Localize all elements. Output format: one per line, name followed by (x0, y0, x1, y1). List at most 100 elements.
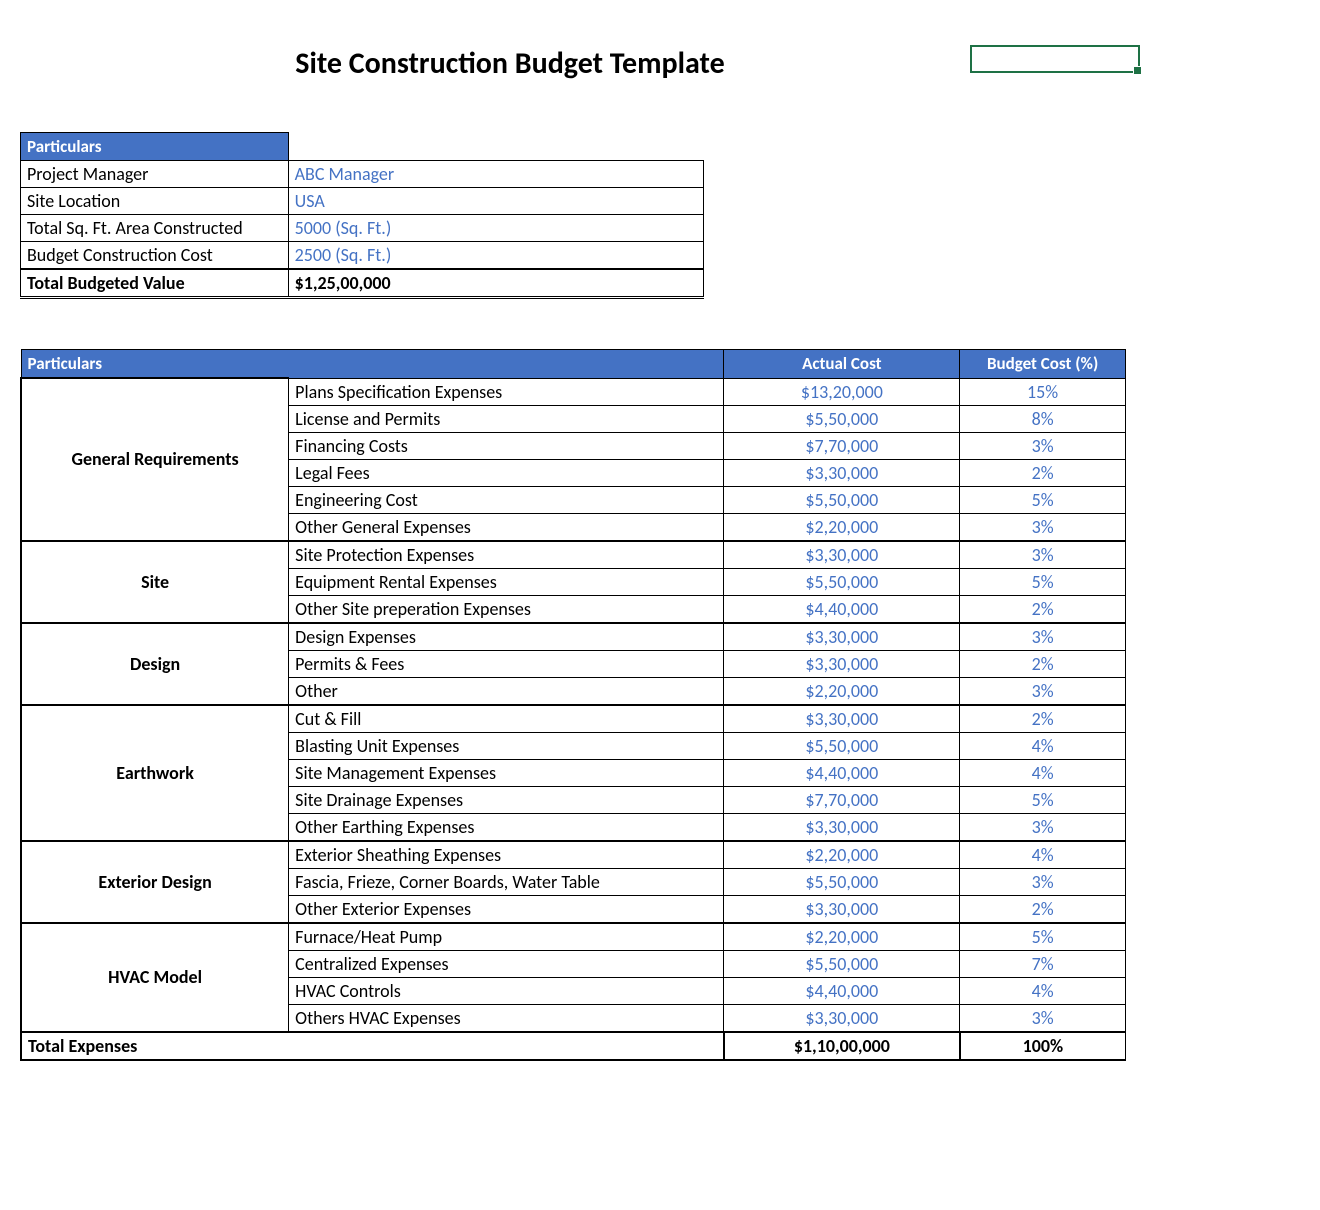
total-expenses-pct[interactable]: 100% (960, 1032, 1126, 1060)
item-cost[interactable]: $3,30,000 (724, 1004, 960, 1032)
item-cost[interactable]: $2,20,000 (724, 677, 960, 705)
item-pct[interactable]: 2% (960, 895, 1126, 923)
item-cost[interactable]: $7,70,000 (724, 786, 960, 813)
item-pct[interactable]: 5% (960, 923, 1126, 951)
info-value[interactable]: 2500 (Sq. Ft.) (288, 242, 703, 270)
budget-header-cost[interactable]: Actual Cost (724, 350, 960, 379)
item-cost[interactable]: $5,50,000 (724, 868, 960, 895)
info-value[interactable]: 5000 (Sq. Ft.) (288, 215, 703, 242)
total-expenses-label[interactable]: Total Expenses (21, 1032, 724, 1060)
item-cost[interactable]: $4,40,000 (724, 977, 960, 1004)
info-value[interactable]: USA (288, 188, 703, 215)
item-pct[interactable]: 3% (960, 513, 1126, 541)
item-name[interactable]: Legal Fees (289, 459, 724, 486)
category-cell[interactable]: General Requirements (21, 378, 289, 541)
item-cost[interactable]: $13,20,000 (724, 378, 960, 405)
item-name[interactable]: Other General Expenses (289, 513, 724, 541)
item-name[interactable]: Equipment Rental Expenses (289, 568, 724, 595)
item-pct[interactable]: 2% (960, 705, 1126, 733)
item-name[interactable]: Other Earthing Expenses (289, 813, 724, 841)
item-name[interactable]: Furnace/Heat Pump (289, 923, 724, 951)
item-name[interactable]: Design Expenses (289, 623, 724, 651)
item-pct[interactable]: 4% (960, 759, 1126, 786)
category-cell[interactable]: Site (21, 541, 289, 623)
item-name[interactable]: HVAC Controls (289, 977, 724, 1004)
item-name[interactable]: Other Exterior Expenses (289, 895, 724, 923)
category-cell[interactable]: Exterior Design (21, 841, 289, 923)
item-name[interactable]: Other (289, 677, 724, 705)
item-cost[interactable]: $3,30,000 (724, 813, 960, 841)
item-cost[interactable]: $4,40,000 (724, 595, 960, 623)
particulars-header[interactable]: Particulars (21, 133, 289, 161)
total-budgeted-value[interactable]: $1,25,00,000 (288, 269, 703, 298)
item-cost[interactable]: $5,50,000 (724, 568, 960, 595)
item-pct[interactable]: 4% (960, 977, 1126, 1004)
item-pct[interactable]: 3% (960, 432, 1126, 459)
item-cost[interactable]: $2,20,000 (724, 923, 960, 951)
category-cell[interactable]: Earthwork (21, 705, 289, 841)
item-cost[interactable]: $2,20,000 (724, 841, 960, 869)
item-cost[interactable]: $2,20,000 (724, 513, 960, 541)
item-cost[interactable]: $5,50,000 (724, 950, 960, 977)
item-pct[interactable]: 3% (960, 1004, 1126, 1032)
info-value[interactable]: ABC Manager (288, 161, 703, 188)
page-title: Site Construction Budget Template (20, 45, 1000, 82)
item-pct[interactable]: 7% (960, 950, 1126, 977)
item-pct[interactable]: 2% (960, 650, 1126, 677)
item-pct[interactable]: 8% (960, 405, 1126, 432)
item-name[interactable]: Cut & Fill (289, 705, 724, 733)
info-label[interactable]: Total Sq. Ft. Area Constructed (21, 215, 289, 242)
item-name[interactable]: Others HVAC Expenses (289, 1004, 724, 1032)
item-cost[interactable]: $7,70,000 (724, 432, 960, 459)
info-label[interactable]: Project Manager (21, 161, 289, 188)
item-cost[interactable]: $3,30,000 (724, 895, 960, 923)
item-cost[interactable]: $4,40,000 (724, 759, 960, 786)
item-pct[interactable]: 3% (960, 813, 1126, 841)
total-expenses-cost[interactable]: $1,10,00,000 (724, 1032, 960, 1060)
item-cost[interactable]: $5,50,000 (724, 732, 960, 759)
item-pct[interactable]: 5% (960, 786, 1126, 813)
item-name[interactable]: Centralized Expenses (289, 950, 724, 977)
item-cost[interactable]: $3,30,000 (724, 623, 960, 651)
item-pct[interactable]: 5% (960, 568, 1126, 595)
item-pct[interactable]: 15% (960, 378, 1126, 405)
item-pct[interactable]: 4% (960, 841, 1126, 869)
particulars-table: Particulars Project ManagerABC ManagerSi… (20, 132, 704, 299)
item-name[interactable]: Financing Costs (289, 432, 724, 459)
item-cost[interactable]: $5,50,000 (724, 405, 960, 432)
item-name[interactable]: Plans Specification Expenses (289, 378, 724, 405)
info-label[interactable]: Budget Construction Cost (21, 242, 289, 270)
budget-table: Particulars Actual Cost Budget Cost (%) … (20, 349, 1126, 1061)
item-pct[interactable]: 2% (960, 595, 1126, 623)
item-cost[interactable]: $3,30,000 (724, 459, 960, 486)
budget-header-particulars[interactable]: Particulars (21, 350, 724, 379)
item-name[interactable]: Blasting Unit Expenses (289, 732, 724, 759)
item-pct[interactable]: 2% (960, 459, 1126, 486)
category-cell[interactable]: Design (21, 623, 289, 705)
item-cost[interactable]: $5,50,000 (724, 486, 960, 513)
item-pct[interactable]: 3% (960, 541, 1126, 569)
item-name[interactable]: License and Permits (289, 405, 724, 432)
total-budgeted-label[interactable]: Total Budgeted Value (21, 269, 289, 298)
item-cost[interactable]: $3,30,000 (724, 541, 960, 569)
info-label[interactable]: Site Location (21, 188, 289, 215)
item-pct[interactable]: 3% (960, 677, 1126, 705)
item-name[interactable]: Exterior Sheathing Expenses (289, 841, 724, 869)
budget-header-pct[interactable]: Budget Cost (%) (960, 350, 1126, 379)
item-name[interactable]: Fascia, Frieze, Corner Boards, Water Tab… (289, 868, 724, 895)
item-pct[interactable]: 5% (960, 486, 1126, 513)
item-name[interactable]: Site Protection Expenses (289, 541, 724, 569)
item-cost[interactable]: $3,30,000 (724, 650, 960, 677)
item-pct[interactable]: 3% (960, 868, 1126, 895)
empty-header-cell[interactable] (288, 133, 703, 161)
selected-cell-indicator[interactable] (970, 45, 1140, 73)
item-pct[interactable]: 3% (960, 623, 1126, 651)
item-cost[interactable]: $3,30,000 (724, 705, 960, 733)
category-cell[interactable]: HVAC Model (21, 923, 289, 1032)
item-name[interactable]: Other Site preperation Expenses (289, 595, 724, 623)
item-pct[interactable]: 4% (960, 732, 1126, 759)
item-name[interactable]: Engineering Cost (289, 486, 724, 513)
item-name[interactable]: Permits & Fees (289, 650, 724, 677)
item-name[interactable]: Site Management Expenses (289, 759, 724, 786)
item-name[interactable]: Site Drainage Expenses (289, 786, 724, 813)
